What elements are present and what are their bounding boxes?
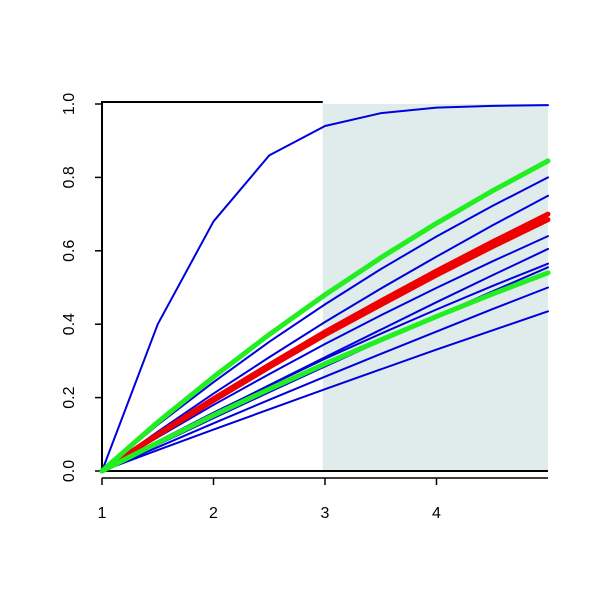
data-line [101, 176, 549, 472]
data-line [101, 286, 549, 472]
y-tick-label: 0.2 [61, 386, 78, 408]
y-tick-label: 1.0 [61, 93, 78, 115]
x-tick-label: 2 [209, 505, 218, 522]
plot-frame [101, 101, 548, 472]
data-line [101, 194, 549, 472]
y-tick-label: 0.4 [61, 313, 78, 335]
data-line [101, 310, 549, 472]
y-tick-label: 0.0 [61, 460, 78, 482]
data-line [99, 217, 551, 474]
x-tick-label: 3 [321, 505, 330, 522]
data-line [99, 270, 551, 474]
data-line [101, 104, 549, 472]
x-tick-label: 4 [432, 505, 441, 522]
y-tick-label: 0.6 [61, 240, 78, 262]
data-line [99, 158, 551, 474]
y-tick-label: 0.8 [61, 166, 78, 188]
x-tick-label: 1 [98, 505, 107, 522]
